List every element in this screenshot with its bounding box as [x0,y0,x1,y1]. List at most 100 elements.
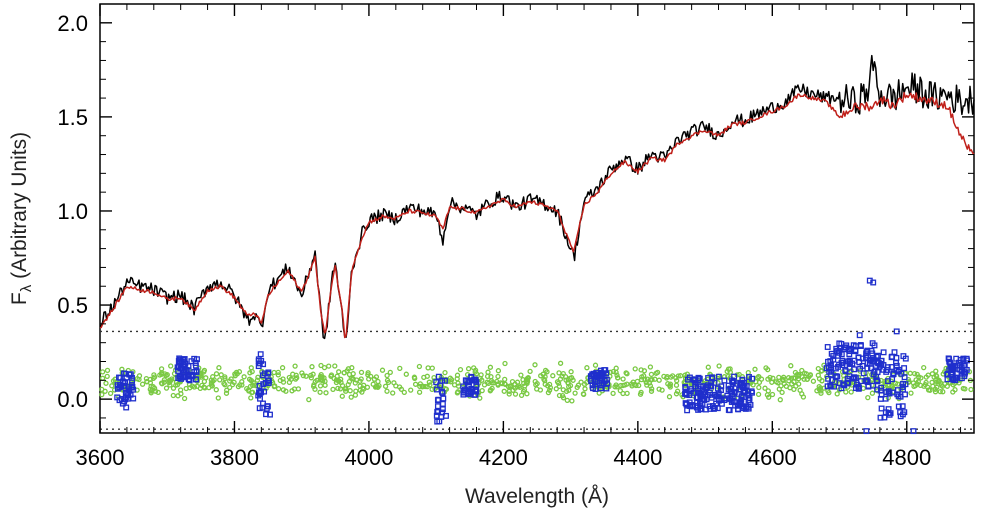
residual-point [632,366,638,372]
masked-point [715,373,722,380]
masked-point [703,406,709,413]
residual-point [765,388,771,394]
masked-point [259,404,266,411]
residual-point [417,383,423,390]
residual-point [349,376,356,382]
masked-point [434,403,441,410]
masked-point [695,406,702,413]
masked-point [730,378,737,385]
masked-point [114,394,121,401]
residual-point [387,369,393,376]
residual-point [502,360,508,367]
residual-point [382,383,389,389]
residual-point [477,395,483,401]
residual-point [417,381,423,387]
residual-point [255,374,261,380]
residual-point [921,383,927,389]
residual-point [553,386,559,392]
residual-point [550,373,556,379]
masked-point [180,357,187,364]
residual-point [646,380,653,386]
residual-point [554,379,561,385]
residual-point [167,378,173,384]
residual-point [254,377,261,383]
masked-point [706,403,713,410]
residual-point [336,369,342,375]
residual-point [545,389,552,396]
residual-point [178,391,184,397]
masked-point [830,353,837,359]
masked-point [856,332,863,339]
masked-point [261,388,268,395]
residual-point [471,365,477,371]
masked-point [901,365,908,372]
masked-point [122,370,129,377]
masked-point [687,388,694,395]
residual-point [819,367,825,374]
masked-point [899,403,906,410]
residual-point [568,369,574,375]
masked-point [878,384,885,391]
residual-point [206,384,212,391]
residual-point [567,375,573,381]
residual-point [739,374,746,380]
residual-point [673,391,680,397]
masked-point [261,370,268,377]
masked-point [901,374,908,381]
masked-point [192,376,199,383]
masked-point [690,376,697,383]
residual-point [762,385,768,391]
y-axis-label: Fλ (Arbitrary Units) [8,132,35,305]
residual-point [667,381,674,387]
residual-point [358,369,365,376]
residual-point [517,384,523,390]
masked-point [891,349,898,356]
residual-point [495,373,501,380]
residual-point [345,381,351,388]
masked-point [893,362,900,369]
masked-point [880,349,887,356]
masked-point [439,390,446,396]
residual-point [339,382,346,389]
masked-point [434,397,441,404]
residual-point [488,387,494,393]
masked-point [265,369,272,376]
residual-point [908,390,914,396]
residual-point [656,377,662,383]
masked-point [824,344,831,350]
residual-point [518,372,524,378]
masked-point [188,358,195,365]
masked-point [694,399,701,406]
residual-point [306,396,312,403]
residual-point [162,371,168,377]
residual-point [512,391,519,397]
masked-point [745,397,752,403]
residual-point [843,389,849,395]
masked-point [745,388,752,395]
residual-point [914,381,920,387]
residual-point [518,392,525,399]
masked-point [467,389,474,396]
residual-point [239,382,245,388]
masked-point [843,342,850,349]
masked-point [194,356,200,363]
masked-point [952,362,959,369]
residual-point [578,379,584,385]
masked-point [700,383,707,390]
residual-point [308,375,314,381]
masked-point [592,386,599,392]
masked-point [440,395,447,402]
residual-point [213,387,219,393]
masked-point [859,362,866,369]
residual-point [484,379,490,385]
masked-point [433,379,440,386]
residual-point [931,374,937,380]
masked-point [838,360,845,366]
residual-point [777,397,783,403]
y-tick-label: 2.0 [57,11,88,36]
x-tick-label: 3800 [210,445,259,470]
residual-point [648,371,655,378]
masked-point [894,391,901,398]
masked-point [729,393,736,400]
residual-point [479,387,485,394]
